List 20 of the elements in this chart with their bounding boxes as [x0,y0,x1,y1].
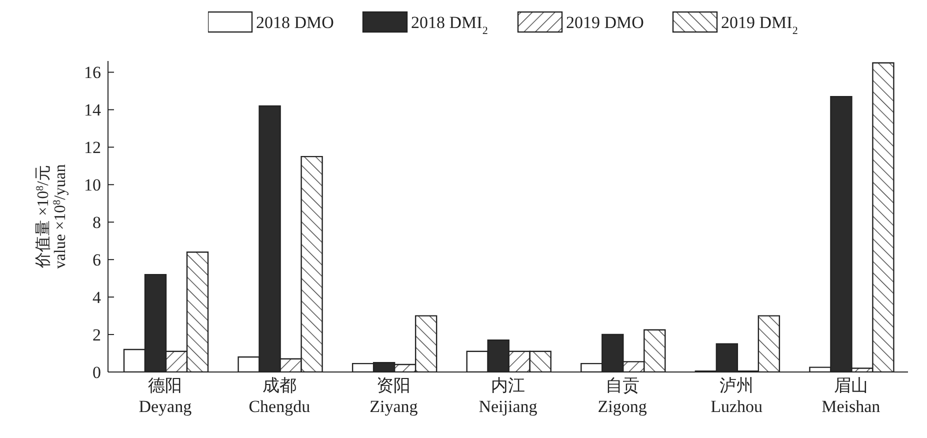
x-tick-label: 成都 Chengdu [248,376,311,416]
x-tick-label: 资阳 Ziyang [370,376,418,416]
x-tick-label: 内江 Neijiang [478,376,538,416]
legend-label: 2018 DMI$_{2}$ [411,13,488,37]
y-tick-label: 14 [84,100,102,120]
y-tick-label: 10 [84,176,101,195]
legend-label: 2019 DMI$_{2}$ [721,13,798,37]
y-tick-label: 8 [92,213,101,232]
y-tick-label: 12 [84,138,101,158]
x-tick-label: 泸州 Luzhou [710,376,764,416]
x-tick-label: 自贡 Zigong [598,376,648,416]
y-tick-label: 0 [92,363,101,382]
y-tick-label: 4 [92,288,102,308]
legend-label: 2019 DMO [566,13,644,32]
y-tick-label: 2 [92,326,101,345]
legend-label: 2018 DMO [256,13,334,32]
x-tick-label: 眉山 Meishan [822,376,881,416]
y-tick-label: 6 [92,250,101,270]
y-tick-label: 16 [84,63,101,82]
x-tick-label: 德阳 Deyang [138,376,192,416]
